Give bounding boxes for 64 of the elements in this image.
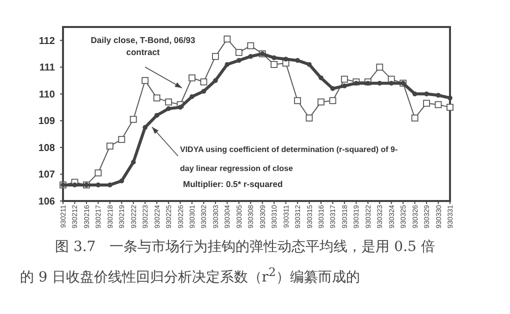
point: [200, 78, 208, 86]
point: [318, 98, 324, 106]
y-tick-label: 108: [38, 142, 56, 154]
point: [329, 97, 336, 104]
point: [295, 58, 300, 63]
y-tick-label: 107: [38, 170, 56, 181]
point: [446, 104, 454, 111]
point: [318, 75, 324, 80]
point: [72, 182, 78, 188]
point: [190, 94, 194, 99]
y-tick-label: 106: [38, 196, 56, 208]
point: [153, 94, 160, 102]
point: [235, 48, 242, 56]
point: [106, 142, 114, 150]
point: [294, 97, 301, 104]
y-tick-label: 109: [38, 116, 56, 128]
point: [272, 55, 276, 60]
point: [142, 124, 148, 130]
point: [154, 112, 160, 118]
point: [108, 182, 112, 188]
point: [354, 80, 359, 86]
point: [330, 86, 336, 91]
annotation: Multiplier: 0.5* r-squared: [183, 178, 284, 190]
point: [341, 76, 348, 83]
point: [377, 80, 382, 86]
text: VIDYA using coefficient of determination (r-squared) of 9-day linear regression of close: [180, 145, 398, 173]
point: [306, 114, 313, 122]
point: [411, 114, 418, 122]
point: [376, 64, 384, 71]
point: [436, 92, 441, 98]
point: [236, 58, 242, 63]
point: [388, 80, 394, 86]
point: [96, 182, 101, 188]
point: [130, 116, 137, 123]
point: [130, 160, 136, 165]
point: [94, 169, 102, 176]
point: [342, 83, 347, 88]
point: [224, 62, 230, 67]
y-tick-label: 111: [39, 62, 56, 74]
point: [212, 52, 219, 60]
point: [423, 100, 430, 107]
point: [188, 74, 196, 82]
point: [142, 77, 149, 84]
annotation: Daily close, T-Bond, 06/93 contract: [90, 34, 196, 58]
point: [201, 88, 206, 94]
point: [165, 98, 172, 106]
point: [248, 54, 254, 59]
point: [270, 61, 278, 68]
y-tick-label: 110: [38, 89, 56, 100]
point: [166, 106, 171, 112]
point: [306, 62, 312, 67]
point: [178, 104, 183, 110]
point: [448, 96, 452, 100]
point: [434, 101, 442, 108]
y-tick-label: 112: [38, 36, 56, 47]
point: [213, 78, 218, 83]
point: [119, 178, 124, 184]
point: [247, 42, 254, 50]
point: [224, 36, 231, 42]
point: [424, 92, 429, 96]
point: [118, 136, 126, 143]
caption: 图 3.7 一条与市场行为挂钩的弹性动态平均线，是用 0.5 倍的 9 日收盘价线性回归分析决定系数（r$^{2}$）编纂而成的: [20, 238, 435, 288]
point: [366, 80, 370, 86]
point: [412, 92, 418, 96]
